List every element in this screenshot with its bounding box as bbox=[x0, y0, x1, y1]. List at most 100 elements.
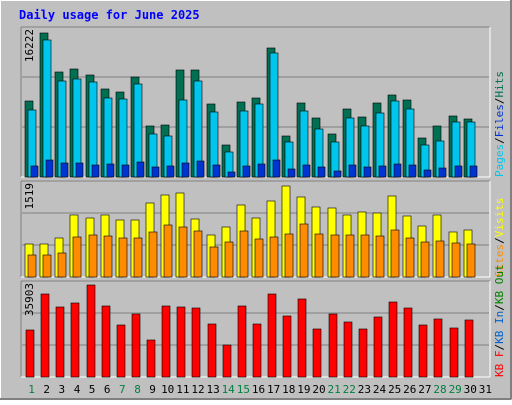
bar-visits-sites-sites-day-26 bbox=[405, 237, 415, 278]
bar-visits-sites-sites-day-12 bbox=[193, 230, 203, 278]
bar-kbytes-kb-f-day-3 bbox=[55, 306, 65, 378]
bar-kbytes-kb-f-day-24 bbox=[373, 316, 383, 378]
bar-visits-sites-sites-day-15 bbox=[239, 230, 249, 278]
x-tick-day-21: 21 bbox=[327, 383, 340, 396]
bar-hits-files-pages-pages-day-10 bbox=[166, 165, 175, 178]
bar-hits-files-pages-pages-day-6 bbox=[106, 163, 115, 178]
bar-kbytes-kb-f-day-14 bbox=[222, 344, 232, 378]
bar-hits-files-pages-files-day-3 bbox=[57, 80, 67, 178]
bar-hits-files-pages-pages-day-2 bbox=[45, 159, 54, 178]
x-tick-day-16: 16 bbox=[252, 383, 265, 396]
bar-visits-sites-sites-day-3 bbox=[57, 252, 67, 278]
bar-kbytes-kb-f-day-28 bbox=[433, 318, 443, 378]
bar-hits-files-pages-pages-day-7 bbox=[121, 164, 130, 178]
bar-visits-sites-sites-day-20 bbox=[314, 233, 324, 278]
bar-kbytes-kb-f-day-15 bbox=[237, 305, 247, 378]
x-tick-day-24: 24 bbox=[373, 383, 387, 396]
x-tick-day-13: 13 bbox=[206, 383, 219, 396]
x-tick-day-19: 19 bbox=[297, 383, 310, 396]
x-tick-day-17: 17 bbox=[267, 383, 280, 396]
x-tick-day-9: 9 bbox=[149, 383, 156, 396]
bar-hits-files-pages-pages-day-5 bbox=[91, 164, 100, 178]
bar-kbytes-kb-f-day-25 bbox=[388, 301, 398, 378]
bar-visits-sites-sites-day-29 bbox=[451, 242, 461, 278]
x-tick-day-22: 22 bbox=[343, 383, 356, 396]
bar-visits-sites-sites-day-5 bbox=[88, 234, 98, 278]
bar-hits-files-pages-pages-day-16 bbox=[257, 163, 266, 178]
legend-hits-files-pages: Pages/Files/Hits bbox=[493, 71, 506, 177]
bar-visits-sites-sites-day-13 bbox=[209, 246, 219, 278]
bar-kbytes-kb-f-day-1 bbox=[25, 329, 35, 378]
bar-kbytes-kb-f-day-8 bbox=[131, 313, 141, 378]
bar-hits-files-pages-pages-day-20 bbox=[317, 166, 326, 178]
legend-entry-pages: Pages bbox=[493, 144, 506, 177]
legend-entry-kb-f: KB F bbox=[493, 351, 506, 378]
bar-hits-files-pages-pages-day-19 bbox=[302, 164, 311, 178]
legend-separator: / bbox=[493, 304, 506, 311]
bar-hits-files-pages-pages-day-25 bbox=[393, 163, 402, 178]
bar-visits-sites-sites-day-6 bbox=[103, 235, 113, 278]
bar-hits-files-pages-pages-day-29 bbox=[454, 165, 463, 178]
bar-visits-sites-sites-day-1 bbox=[27, 254, 37, 278]
bar-kbytes-kb-f-day-5 bbox=[86, 284, 96, 378]
x-tick-day-14: 14 bbox=[222, 383, 236, 396]
x-tick-day-18: 18 bbox=[282, 383, 295, 396]
bar-kbytes-kb-f-day-17 bbox=[267, 293, 277, 378]
x-tick-day-3: 3 bbox=[58, 383, 65, 396]
legend-entry-sites: Sites bbox=[493, 244, 506, 277]
bar-hits-files-pages-pages-day-21 bbox=[333, 170, 342, 178]
x-tick-day-1: 1 bbox=[28, 383, 35, 396]
bar-kbytes-kb-f-day-18 bbox=[282, 315, 292, 378]
x-tick-day-11: 11 bbox=[176, 383, 189, 396]
bar-visits-sites-sites-day-10 bbox=[163, 224, 173, 278]
x-tick-day-8: 8 bbox=[134, 383, 141, 396]
bar-kbytes-kb-f-day-2 bbox=[40, 293, 50, 378]
bar-visits-sites-sites-day-27 bbox=[420, 241, 430, 278]
bar-kbytes-kb-f-day-16 bbox=[252, 323, 262, 378]
x-tick-day-6: 6 bbox=[104, 383, 111, 396]
bar-hits-files-pages-pages-day-13 bbox=[212, 164, 221, 178]
bar-hits-files-pages-pages-day-4 bbox=[75, 162, 84, 178]
x-tick-day-12: 12 bbox=[191, 383, 204, 396]
legend-visits-sites: Sites/Visits bbox=[493, 198, 506, 278]
x-tick-day-7: 7 bbox=[119, 383, 126, 396]
chart-title: Daily usage for June 2025 bbox=[19, 8, 200, 22]
x-tick-day-25: 25 bbox=[388, 383, 401, 396]
x-tick-day-28: 28 bbox=[433, 383, 446, 396]
y-max-label-kbytes: 35903 bbox=[23, 283, 36, 316]
bar-kbytes-kb-f-day-27 bbox=[418, 324, 428, 378]
x-tick-day-20: 20 bbox=[312, 383, 325, 396]
bar-visits-sites-sites-day-21 bbox=[330, 234, 340, 278]
bar-visits-sites-sites-day-28 bbox=[435, 240, 445, 278]
x-tick-day-27: 27 bbox=[418, 383, 431, 396]
bar-kbytes-kb-f-day-30 bbox=[464, 319, 474, 378]
legend-entry-kb-in: KB In bbox=[493, 311, 506, 344]
bar-visits-sites-sites-day-17 bbox=[269, 236, 279, 278]
bar-visits-sites-sites-day-4 bbox=[72, 236, 82, 278]
x-tick-day-26: 26 bbox=[403, 383, 416, 396]
x-tick-day-31: 31 bbox=[479, 383, 492, 396]
bar-hits-files-pages-pages-day-17 bbox=[272, 159, 281, 178]
bar-visits-sites-sites-day-25 bbox=[390, 229, 400, 278]
bar-kbytes-kb-f-day-7 bbox=[116, 324, 126, 378]
legend-separator: / bbox=[493, 237, 506, 244]
bar-hits-files-pages-pages-day-28 bbox=[438, 167, 447, 178]
x-tick-day-23: 23 bbox=[358, 383, 371, 396]
bar-visits-sites-sites-day-24 bbox=[375, 235, 385, 278]
bar-hits-files-pages-pages-day-30 bbox=[469, 165, 478, 178]
bar-kbytes-kb-f-day-22 bbox=[343, 321, 353, 378]
bar-kbytes-kb-f-day-19 bbox=[297, 298, 307, 378]
bar-hits-files-pages-files-day-2 bbox=[42, 39, 52, 178]
bar-kbytes-kb-f-day-12 bbox=[191, 307, 201, 378]
legend-separator: / bbox=[493, 344, 506, 351]
bar-visits-sites-sites-day-11 bbox=[178, 226, 188, 278]
y-max-label-hits-files-pages: 16222 bbox=[23, 29, 36, 62]
bar-hits-files-pages-pages-day-14 bbox=[227, 171, 236, 178]
x-tick-day-30: 30 bbox=[464, 383, 477, 396]
bar-visits-sites-sites-day-23 bbox=[360, 234, 370, 278]
x-tick-day-4: 4 bbox=[74, 383, 81, 396]
bar-hits-files-pages-files-day-4 bbox=[72, 78, 82, 178]
bar-kbytes-kb-f-day-20 bbox=[312, 328, 322, 378]
